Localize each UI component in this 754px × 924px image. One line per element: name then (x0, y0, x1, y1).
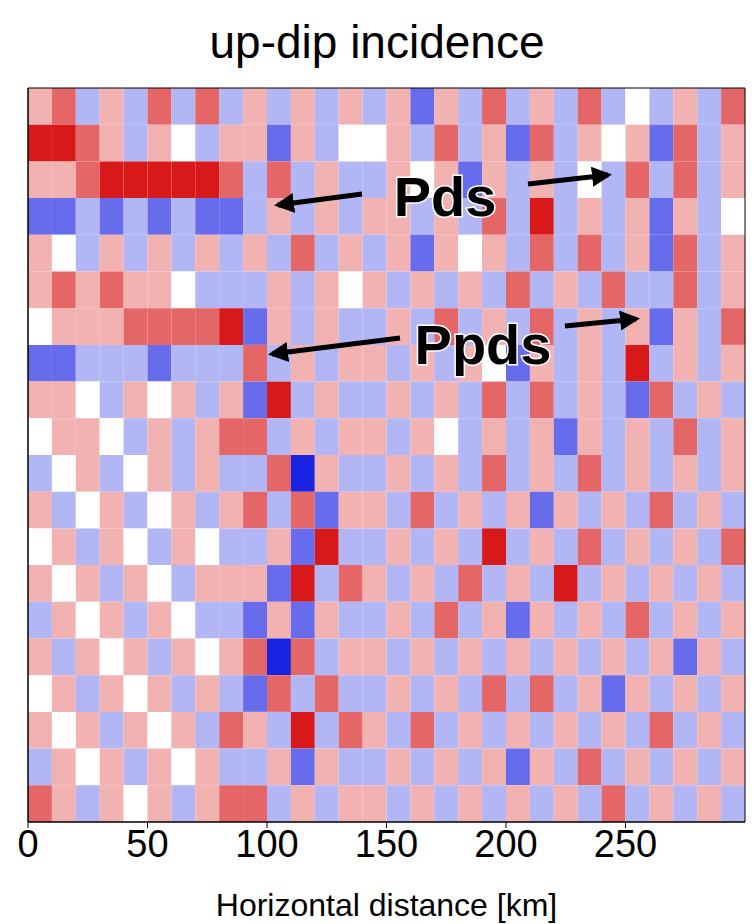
svg-text:Horizontal distance [km]: Horizontal distance [km] (216, 887, 557, 923)
svg-text:up-dip incidence: up-dip incidence (209, 16, 544, 68)
svg-text:150: 150 (355, 823, 418, 865)
svg-text:250: 250 (594, 823, 657, 865)
svg-text:100: 100 (235, 823, 298, 865)
svg-text:Ppds: Ppds (415, 313, 552, 376)
svg-text:200: 200 (474, 823, 537, 865)
svg-text:50: 50 (126, 823, 168, 865)
svg-text:0: 0 (17, 823, 38, 865)
svg-text:Pds: Pds (394, 165, 497, 228)
